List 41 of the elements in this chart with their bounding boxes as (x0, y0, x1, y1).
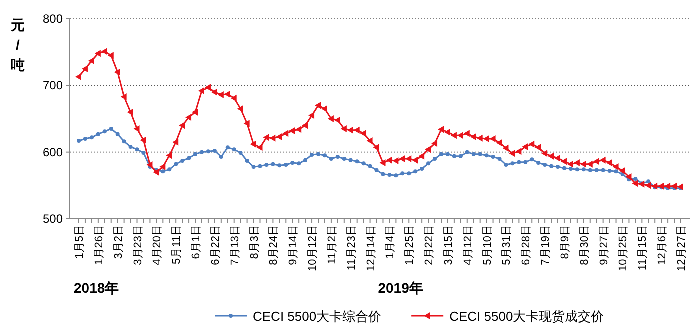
x-tick-label: 9月27日 (598, 225, 610, 266)
y-tick-label: 700 (42, 78, 64, 93)
x-tick-label: 5月31日 (501, 225, 514, 266)
x-tick-label: 8月9日 (559, 225, 572, 260)
x-tick-label: 3月23日 (132, 225, 144, 266)
legend-label: CECI 5500大卡现货成交价 (450, 309, 604, 324)
x-tick-label: 2月22日 (424, 225, 436, 266)
x-tick-label: 1月5日 (74, 225, 86, 260)
x-tick-label: 8月30日 (578, 225, 591, 266)
legend-label: CECI 5500大卡综合价 (253, 309, 382, 324)
x-tick-label: 4月12日 (462, 225, 474, 266)
x-tick-label: 7月19日 (540, 225, 552, 266)
x-tick-label: 5月11日 (171, 225, 184, 265)
x-tick-label: 8月24日 (268, 225, 280, 266)
x-tick-label: 1月4日 (384, 225, 397, 260)
x-tick-label: 12月6日 (656, 225, 669, 266)
x-tick-label: 1月26日 (93, 225, 106, 266)
x-tick-label: 11月15日 (637, 225, 650, 271)
x-tick-label: 1月25日 (404, 225, 416, 266)
x-tick-label: 6月1日 (190, 225, 203, 260)
x-tick-label: 10月25日 (618, 225, 630, 272)
x-tick-label: 11月23日 (346, 225, 358, 271)
x-tick-label: 6月28日 (520, 225, 533, 266)
x-tick-label: 5月10日 (482, 225, 494, 266)
x-tick-label: 12月27日 (676, 225, 688, 272)
y-tick-label: 500 (42, 212, 64, 226)
x-tick-label: 4月20日 (152, 225, 164, 266)
text: 2019年 (378, 280, 424, 296)
x-tick-label: 7月13日 (229, 225, 242, 266)
x-tick-label: 3月2日 (112, 225, 125, 260)
x-tick-label: 12月14日 (365, 225, 378, 272)
x-tick-label: 6月22日 (210, 225, 222, 266)
x-tick-label: 10月12日 (307, 225, 320, 272)
x-tick-label: 3月15日 (442, 225, 455, 266)
y-tick-label: 600 (42, 145, 64, 160)
x-tick-label: 11月2日 (326, 225, 338, 265)
y-tick-label: 800 (42, 12, 64, 26)
x-tick-label: 9月14日 (288, 225, 300, 266)
y-axis-title: 元/吨 (10, 17, 25, 73)
x-tick-label: 8月3日 (248, 225, 261, 260)
text: 2018年 (74, 280, 120, 296)
